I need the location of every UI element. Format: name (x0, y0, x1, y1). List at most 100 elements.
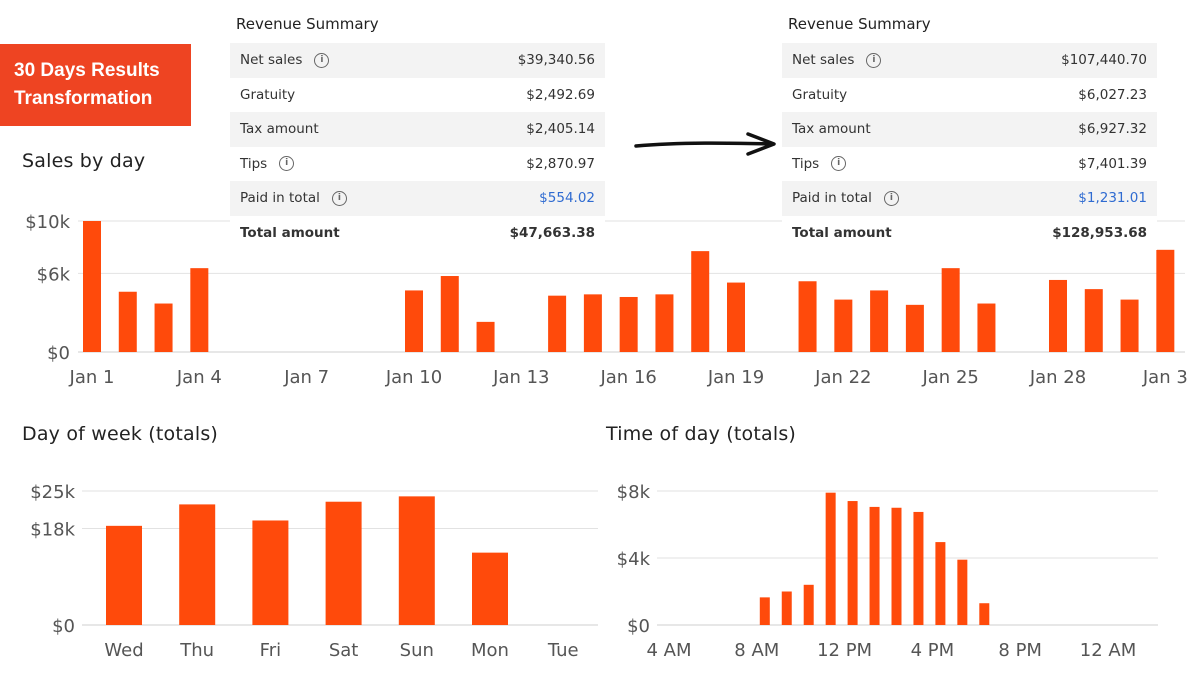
bar-mon (472, 552, 508, 625)
x-tick-label: Tue (547, 640, 579, 661)
info-icon[interactable]: i (883, 190, 899, 206)
bar-hour-12 (847, 501, 858, 625)
summary-row: Tax amount $6,927.32 (782, 112, 1157, 147)
summary-label-text: Gratuity (240, 86, 296, 103)
bar-day-31 (1156, 249, 1175, 352)
summary-label-text: Net sales (240, 52, 303, 69)
y-tick-label: $0 (627, 616, 650, 637)
y-tick-label: $8k (617, 482, 651, 503)
x-tick-label: 8 AM (734, 640, 779, 661)
summary-row: Paid in total i $1,231.01 (782, 181, 1157, 216)
bar-hour-13 (869, 506, 880, 625)
bar-day-22 (834, 299, 853, 352)
summary-row-label: Gratuity (792, 87, 847, 103)
x-tick-label: Fri (260, 640, 281, 661)
x-tick-label: Wed (104, 640, 143, 661)
summary-row-label: Paid in total i (792, 190, 899, 206)
info-icon[interactable]: i (331, 190, 347, 206)
summary-row: Gratuity $6,027.23 (782, 78, 1157, 113)
summary-rows: Net sales i $39,340.56 Gratuity $2,492.69 Tax… (230, 43, 605, 250)
summary-row-label: Tips i (792, 155, 847, 172)
bar-day-17 (655, 294, 674, 352)
summary-label-text: Tax amount (240, 121, 319, 138)
revenue-summary-title: Revenue Summary (788, 15, 931, 33)
bar-hour-17 (957, 559, 968, 625)
summary-row-value: $7,401.39 (1078, 155, 1147, 172)
summary-row: Total amount $47,663.38 (230, 216, 605, 251)
summary-row-label: Net sales i (240, 52, 330, 69)
info-icon[interactable]: i (279, 156, 295, 172)
bar-wed (106, 525, 142, 625)
time-of-day-chart: $0 $4k $8k 4 AM 8 AM 12 PM 4 PM 8 PM 12 AM (617, 482, 1158, 661)
summary-row-label: Tax amount (240, 121, 319, 137)
bar-day-26 (977, 303, 996, 352)
summary-row-value-link[interactable]: $554.02 (539, 190, 595, 207)
x-tick-label: Mon (471, 640, 509, 661)
x-tick-label: 12 PM (817, 640, 872, 661)
day-of-week-title: Day of week (totals) (22, 423, 219, 445)
bar-hour-8 (759, 597, 770, 625)
bar-day-4 (190, 268, 209, 352)
bar-day-25 (941, 268, 960, 352)
info-icon[interactable]: i (314, 52, 330, 68)
bar-day-12 (476, 321, 495, 352)
x-tick-label: Thu (179, 640, 214, 661)
x-tick-label: Jan 25 (921, 367, 978, 388)
x-tick-label: Jan 1 (69, 367, 115, 388)
bar-thu (179, 504, 216, 625)
summary-row: Gratuity $2,492.69 (230, 78, 605, 113)
summary-label-text: Tips (240, 155, 268, 172)
summary-row-label: Paid in total i (240, 190, 347, 206)
bar-sat (325, 501, 362, 625)
badge-line2: Transformation (14, 88, 153, 109)
summary-row-value: $39,340.56 (517, 52, 595, 69)
badge-line1: 30 Days Results (14, 60, 160, 81)
summary-row-value: $6,927.32 (1078, 121, 1147, 138)
y-tick-label: $18k (30, 520, 75, 541)
bar-day-15 (583, 294, 602, 352)
time-of-day-title: Time of day (totals) (606, 423, 797, 445)
bar-day-2 (118, 291, 137, 352)
summary-row-value: $128,953.68 (1052, 224, 1147, 241)
info-icon[interactable]: i (831, 156, 847, 172)
x-tick-label: Sat (329, 640, 359, 661)
bar-day-19 (727, 282, 745, 352)
summary-row: Paid in total i $554.02 (230, 181, 605, 216)
summary-row-value: $2,870.97 (526, 155, 595, 172)
summary-row: Tax amount $2,405.14 (230, 112, 605, 147)
summary-row-label: Total amount (240, 225, 340, 241)
summary-row-label: Gratuity (240, 87, 295, 103)
summary-label-text: Paid in total (240, 190, 320, 207)
bar-hour-16 (935, 542, 946, 625)
x-tick-label: Jan 13 (492, 367, 549, 388)
revenue-summary-after: Revenue Summary Net sales i $107,440.70 Gra… (782, 13, 1157, 250)
bar-day-10 (405, 290, 423, 352)
info-icon[interactable]: i (866, 52, 882, 68)
bar-sun (398, 496, 435, 625)
bar-hour-9 (781, 591, 792, 625)
bar-hour-11 (825, 492, 836, 625)
summary-row-label: Tips i (240, 155, 295, 172)
bar-fri (252, 520, 289, 625)
bar-hour-18 (979, 603, 990, 625)
x-tick-label: Jan 19 (707, 367, 764, 388)
y-tick-label: $0 (47, 343, 70, 364)
bar-day-1 (83, 221, 101, 352)
summary-label-text: Net sales (792, 52, 855, 69)
summary-label-text: Paid in total (792, 190, 872, 207)
bar-day-16 (619, 296, 638, 352)
summary-label-text: Tips (792, 155, 820, 172)
summary-row-value: $6,027.23 (1078, 86, 1147, 103)
y-tick-label: $10k (25, 212, 70, 233)
bar-day-3 (154, 303, 173, 352)
x-tick-label: Jan 4 (176, 367, 222, 388)
summary-row: Tips i $2,870.97 (230, 147, 605, 182)
bar-day-30 (1120, 299, 1139, 352)
bar-day-28 (1049, 279, 1067, 352)
bar-hour-15 (913, 511, 924, 625)
x-tick-label: Jan 16 (599, 367, 656, 388)
y-tick-label: $4k (617, 549, 651, 570)
revenue-summary-before: Revenue Summary Net sales i $39,340.56 Grat… (230, 13, 605, 250)
x-tick-label: 4 AM (646, 640, 691, 661)
summary-row-value-link[interactable]: $1,231.01 (1078, 190, 1147, 207)
